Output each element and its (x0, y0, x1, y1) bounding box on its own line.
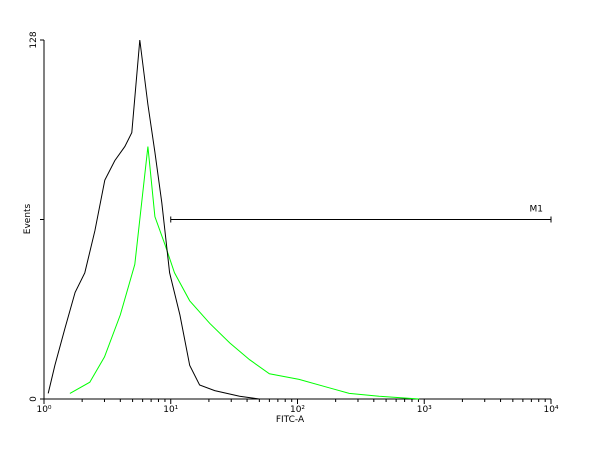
y-tick-label: 128 (29, 31, 39, 48)
x-tick-label: 10⁰ (36, 405, 51, 415)
x-tick-label: 10² (290, 405, 305, 415)
y-axis-label: Events (23, 203, 33, 234)
marker-label: M1 (530, 205, 544, 215)
x-tick-label: 10¹ (163, 405, 178, 415)
x-tick-label: 10⁴ (543, 405, 558, 415)
x-tick-label: 10³ (417, 405, 432, 415)
x-axis-label: FITC-A (276, 415, 305, 425)
histogram-line (69, 146, 420, 400)
histogram-line (47, 39, 260, 400)
y-tick-label: 0 (29, 396, 39, 402)
